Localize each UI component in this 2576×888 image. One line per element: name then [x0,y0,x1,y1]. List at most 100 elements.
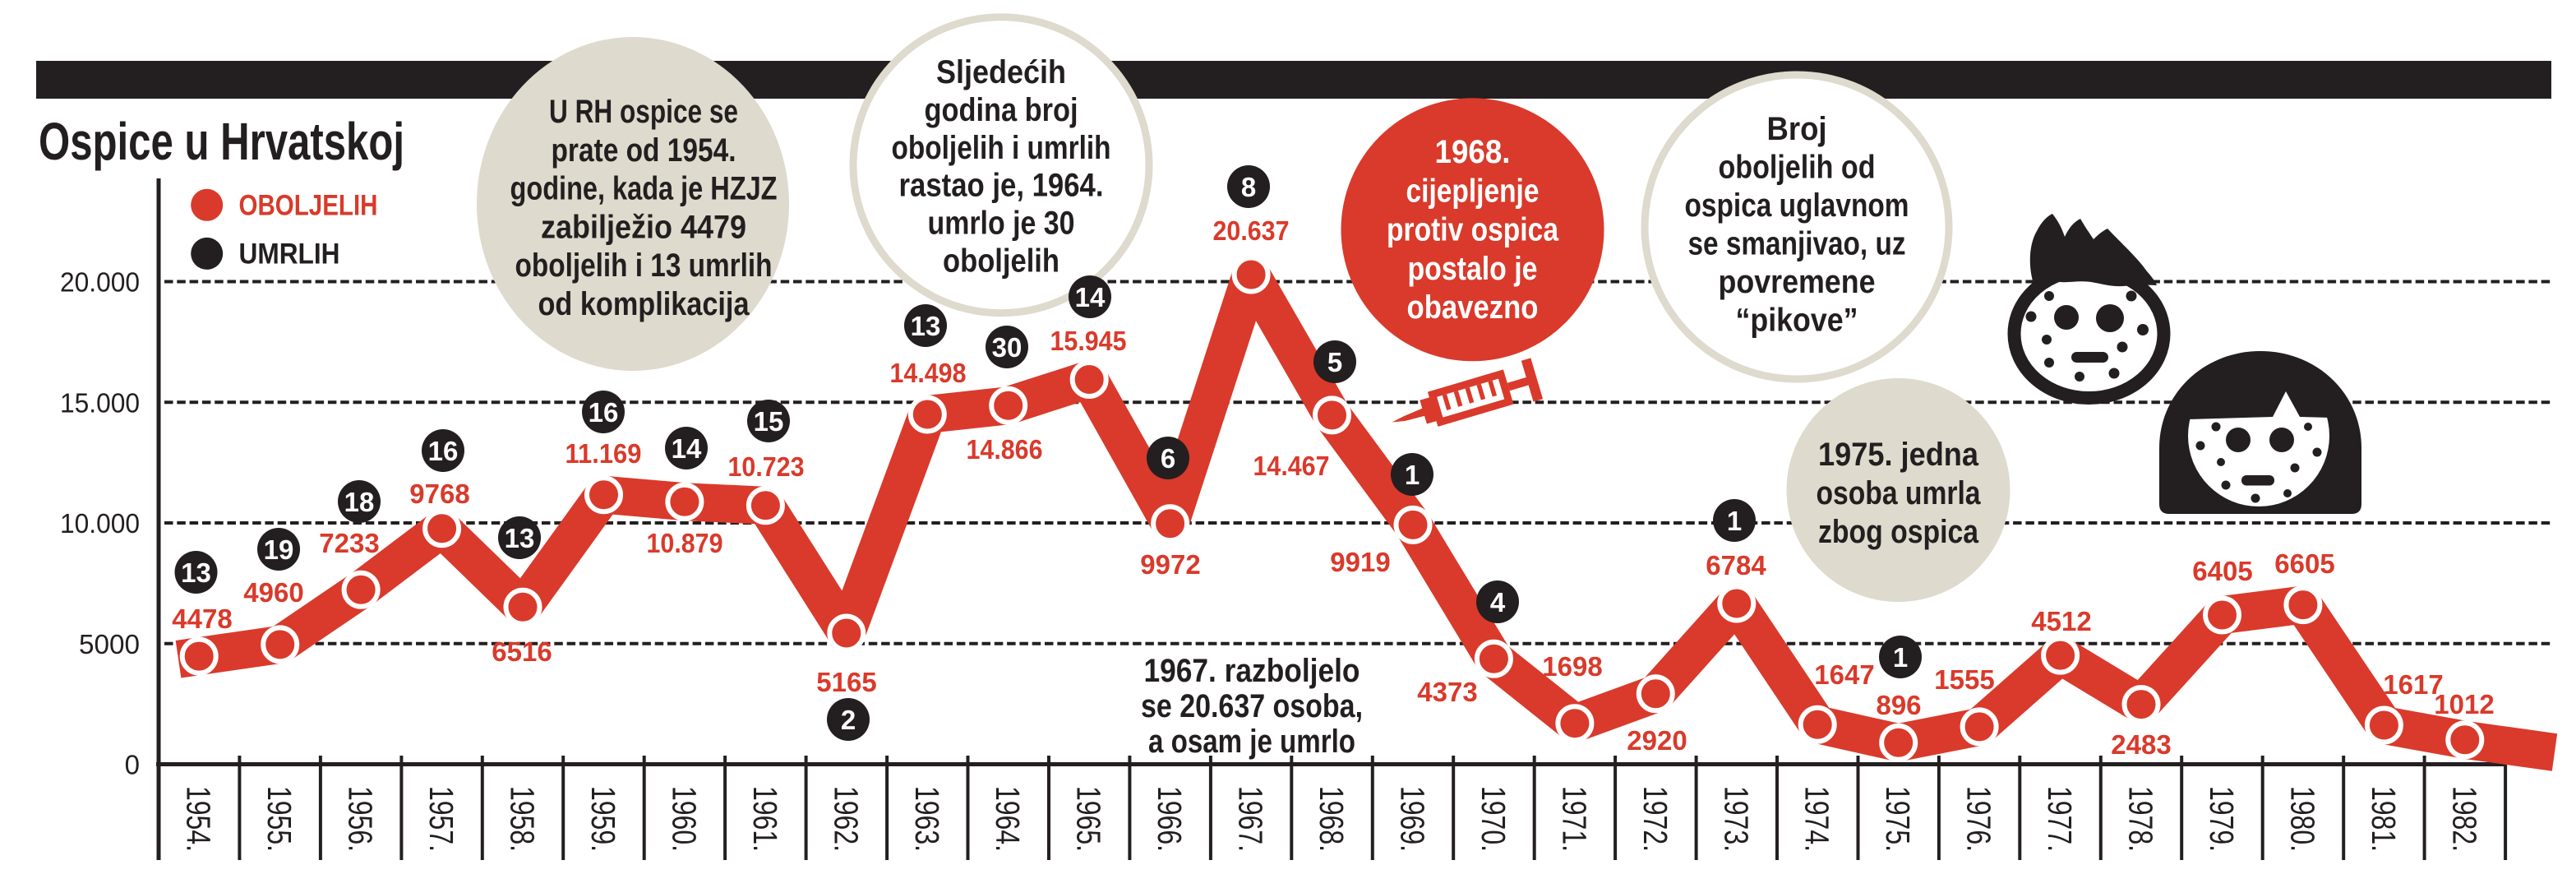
svg-text:15.945: 15.945 [1050,326,1127,356]
svg-text:1012: 1012 [2434,689,2494,719]
svg-text:1976.: 1976. [1960,786,1998,852]
svg-text:15.000: 15.000 [60,387,140,418]
svg-text:13: 13 [911,311,941,341]
svg-text:16: 16 [428,436,459,466]
svg-text:6516: 6516 [492,636,552,667]
svg-text:4512: 4512 [2031,606,2091,636]
svg-text:1967. razboljelo: 1967. razboljelo [1144,653,1360,689]
svg-text:1979.: 1979. [2203,786,2241,852]
svg-text:1973.: 1973. [1717,786,1755,852]
svg-text:1961.: 1961. [746,786,784,852]
svg-text:1975.: 1975. [1879,786,1917,852]
svg-text:14.498: 14.498 [890,358,967,388]
svg-text:cijepljenje: cijepljenje [1406,173,1540,209]
svg-text:umrlo je 30: umrlo je 30 [928,206,1075,242]
svg-text:1960.: 1960. [665,786,703,852]
svg-text:14.866: 14.866 [967,434,1043,465]
svg-text:U RH ospice se: U RH ospice se [549,94,738,130]
svg-text:1954.: 1954. [180,786,218,852]
svg-text:13: 13 [505,523,535,553]
svg-text:4478: 4478 [172,604,232,634]
svg-text:2483: 2483 [2111,729,2171,760]
svg-text:9919: 9919 [1330,547,1390,577]
svg-text:obavezno: obavezno [1407,289,1539,326]
svg-text:1967.: 1967. [1232,786,1270,852]
svg-text:10.723: 10.723 [728,451,805,482]
svg-text:1975. jedna: 1975. jedna [1818,437,1979,473]
svg-text:20.637: 20.637 [1213,215,1290,246]
svg-text:oboljelih i umrlih: oboljelih i umrlih [892,130,1111,166]
svg-text:1955.: 1955. [261,786,298,852]
svg-text:Ospice u Hrvatskoj: Ospice u Hrvatskoj [39,112,404,171]
svg-text:OBOLJELIH: OBOLJELIH [239,190,378,222]
svg-text:a osam je umrlo: a osam je umrlo [1148,724,1355,760]
svg-text:9972: 9972 [1140,549,1200,580]
svg-text:1963.: 1963. [908,786,946,852]
svg-text:1977.: 1977. [2041,786,2079,852]
svg-text:2: 2 [841,705,856,735]
svg-text:6: 6 [1161,443,1175,474]
svg-text:30: 30 [992,332,1023,363]
svg-text:1: 1 [1893,642,1908,673]
svg-text:1969.: 1969. [1394,786,1432,852]
svg-text:protiv ospica: protiv ospica [1387,212,1559,248]
svg-text:godine, kada je HZJZ: godine, kada je HZJZ [510,171,778,207]
svg-text:5000: 5000 [79,629,140,659]
svg-text:10.000: 10.000 [60,508,140,539]
svg-text:1964.: 1964. [989,786,1027,852]
svg-text:1957.: 1957. [422,786,460,852]
svg-text:godina broj: godina broj [925,92,1078,128]
svg-text:1970.: 1970. [1475,786,1512,852]
svg-text:oboljelih: oboljelih [943,243,1059,280]
svg-text:1966.: 1966. [1151,786,1189,852]
svg-text:14: 14 [672,433,702,464]
svg-text:1555: 1555 [1934,664,1994,695]
svg-text:9768: 9768 [409,479,469,509]
svg-text:od komplikacija: od komplikacija [538,286,750,322]
svg-text:6784: 6784 [1706,550,1766,580]
svg-text:1971.: 1971. [1555,786,1593,852]
svg-text:14.467: 14.467 [1253,451,1330,481]
svg-text:1: 1 [1727,506,1742,536]
svg-text:1956.: 1956. [342,786,380,852]
svg-text:1981.: 1981. [2365,786,2403,852]
svg-text:1968.: 1968. [1435,134,1511,170]
svg-text:5: 5 [1327,347,1342,377]
svg-text:oboljelih od: oboljelih od [1719,150,1876,186]
svg-text:1962.: 1962. [827,786,865,852]
svg-text:20.000: 20.000 [60,267,140,298]
svg-text:1: 1 [1405,460,1420,490]
svg-text:1974.: 1974. [1798,786,1836,852]
svg-text:1978.: 1978. [2122,786,2160,852]
svg-text:1965.: 1965. [1070,786,1108,852]
svg-text:6605: 6605 [2274,548,2334,579]
svg-text:4: 4 [1490,587,1506,617]
svg-text:18: 18 [344,487,375,517]
svg-text:se 20.637 osoba,: se 20.637 osoba, [1141,688,1363,724]
svg-text:896: 896 [1876,690,1921,720]
svg-text:1617: 1617 [2383,669,2443,700]
svg-text:10.879: 10.879 [647,528,723,558]
svg-text:zabilježio 4479: zabilježio 4479 [541,209,746,245]
svg-text:1972.: 1972. [1637,786,1674,852]
svg-text:8: 8 [1241,172,1256,202]
svg-text:2920: 2920 [1627,725,1687,756]
svg-text:oboljelih i 13 umrlih: oboljelih i 13 umrlih [515,247,773,284]
svg-text:povremene: povremene [1719,264,1876,300]
svg-text:1968.: 1968. [1313,786,1350,852]
svg-text:7233: 7233 [319,528,379,558]
svg-text:zbog ospica: zbog ospica [1818,514,1979,550]
svg-text:1958.: 1958. [504,786,542,852]
svg-text:16: 16 [589,397,619,428]
svg-text:ospica uglavnom: ospica uglavnom [1685,187,1909,224]
svg-text:“pikove”: “pikove” [1736,303,1858,339]
svg-text:1698: 1698 [1542,651,1602,682]
svg-text:14: 14 [1075,282,1106,312]
svg-text:1982.: 1982. [2445,786,2483,852]
svg-text:rastao je, 1964.: rastao je, 1964. [899,168,1104,204]
svg-text:UMRLIH: UMRLIH [239,238,340,271]
svg-text:Broj: Broj [1767,111,1827,147]
svg-text:Sljedećih: Sljedećih [936,54,1066,90]
svg-text:4960: 4960 [243,577,303,608]
svg-text:postalo je: postalo je [1408,251,1538,287]
